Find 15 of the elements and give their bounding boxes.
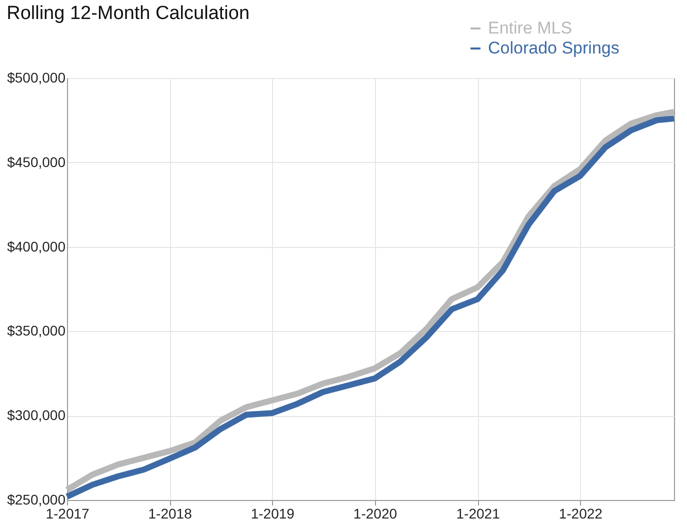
x-tick-label: 1-2021 [456,506,500,522]
y-tick-label: $350,000 [7,322,66,339]
y-tick-label: $250,000 [7,492,66,508]
x-tick-label: 1-2017 [46,506,90,522]
y-tick-label: $300,000 [7,407,66,424]
x-tick-label: 1-2019 [250,506,295,522]
legend-label: Entire MLS [488,18,572,38]
y-tick-label: $400,000 [7,238,66,254]
y-tick-label: $500,000 [7,70,66,86]
x-tick-label: 1-2018 [148,506,192,522]
legend-label: Colorado Springs [488,38,620,58]
chart-title: Rolling 12-Month Calculation [6,3,250,24]
x-tick-label: 1-2020 [353,506,398,522]
x-tick-label: 1-2022 [558,506,603,522]
y-tick-label: $450,000 [7,154,66,170]
